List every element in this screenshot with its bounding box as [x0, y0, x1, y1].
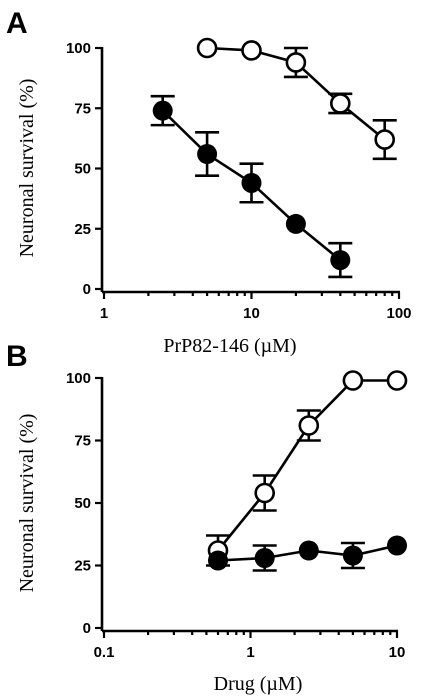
y-tick-label: 0: [83, 281, 91, 298]
y-tick-label: 50: [74, 495, 91, 512]
data-point: [330, 250, 351, 271]
y-tick-label: 75: [74, 433, 91, 450]
data-point: [285, 52, 307, 73]
series-filled-circle: [150, 94, 353, 279]
data-point: [298, 415, 320, 436]
data-point: [330, 93, 351, 114]
data-point: [342, 545, 363, 566]
series-line: [216, 379, 397, 552]
x-tick-label: 100: [386, 305, 411, 322]
x-axis-title: PrP82-146 (µM): [163, 335, 296, 357]
data-point: [387, 535, 407, 556]
y-tick-label: 100: [66, 370, 91, 387]
data-point: [152, 100, 173, 121]
data-point: [207, 550, 228, 571]
series-open-circle: [196, 37, 397, 161]
data-point: [298, 540, 319, 561]
x-tick-label: 1: [100, 305, 108, 322]
data-point: [241, 172, 262, 193]
y-tick-label: 50: [74, 161, 91, 178]
data-point: [196, 37, 218, 59]
x-tick-label: 0.1: [94, 644, 115, 661]
panel-label: B: [6, 340, 28, 373]
data-point: [254, 482, 275, 504]
x-axis-title: Drug (µM): [214, 673, 303, 695]
panel-a: A 0 25 50 75 100 1 10 100 PrP82-146 (µM) Neuronal …: [6, 7, 412, 357]
panel-label: A: [6, 7, 28, 40]
y-axis-title: Neuronal survival (%): [16, 79, 38, 258]
panel-b: B 0 25 50 75 100 0.1 1 10 Drug (µM) Neuronal survi…: [6, 340, 408, 695]
y-tick-label: 0: [83, 620, 91, 637]
x-tick-label: 10: [389, 644, 406, 661]
data-point: [342, 370, 364, 391]
data-point: [285, 213, 306, 234]
series-filled-circle: [207, 535, 407, 572]
y-tick-label: 25: [74, 558, 91, 575]
y-tick-label: 100: [66, 40, 91, 57]
y-tick-label: 75: [74, 100, 91, 117]
data-point: [254, 548, 275, 568]
data-point: [197, 144, 218, 165]
x-tick-label: 1: [246, 644, 254, 661]
data-point: [374, 129, 396, 150]
data-point: [386, 370, 408, 391]
data-point: [241, 40, 262, 61]
y-tick-label: 25: [74, 221, 91, 238]
x-tick-label: 10: [243, 305, 260, 322]
y-axis-title: Neuronal survival (%): [16, 414, 38, 593]
series-open-circle: [205, 370, 408, 567]
